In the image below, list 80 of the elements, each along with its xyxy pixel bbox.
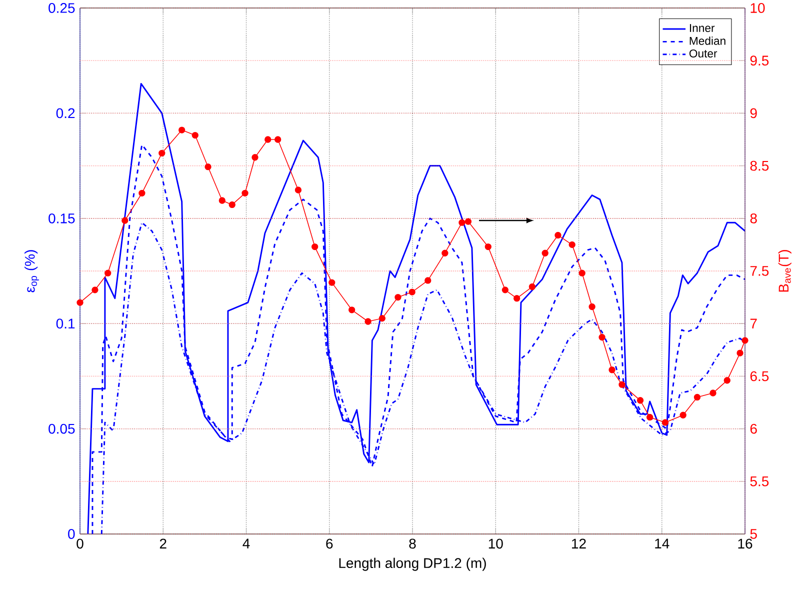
point [458,219,466,226]
point [588,303,596,310]
point [578,270,586,276]
point [364,318,372,325]
point [204,164,212,170]
point [274,136,282,143]
x-tick-label: 10 [488,538,503,549]
y2-axis-title: B$_{ave}$(T) [778,250,792,292]
point [710,390,716,396]
point [192,132,198,139]
x-tick-label: 2 [160,538,166,548]
point [394,294,402,301]
point [252,154,258,161]
x-tick-label: 12 [572,538,586,548]
y-tick-label: 0.2 [56,108,75,118]
point [502,286,509,294]
point [554,232,562,239]
y2-tick-label: 5.5 [750,476,769,486]
y-tick-label: 0 [68,529,75,539]
point [228,201,236,208]
x-axis-title: Length along DP1.2 (m) [339,558,486,571]
y2-tick-label: 7.5 [750,266,769,276]
point [742,337,748,344]
point [348,306,356,314]
point [76,299,84,306]
y-tick-label: 0.15 [48,213,75,224]
point [662,419,669,426]
point [264,136,272,143]
point [542,250,548,256]
point [312,243,318,250]
y2-tick-label: 6 [750,424,757,434]
y2-tick-label: 9 [750,108,757,118]
point [218,197,226,204]
point [608,366,616,374]
point [618,381,626,388]
y-tick-label: 0.05 [48,424,75,434]
point [724,377,730,384]
point [513,295,520,302]
y2-tick-label: 5 [750,529,757,539]
point [408,288,416,296]
point [138,190,146,196]
point [484,243,492,250]
point [122,217,128,224]
y2-tick-label: 6.5 [750,371,769,382]
legend-label: Median [690,36,726,45]
point [736,350,744,356]
point [328,279,336,286]
point [424,277,432,284]
y2-tick-label: 10 [750,3,765,13]
point [598,334,606,341]
point [680,412,686,418]
x-tick-label: 4 [242,538,250,548]
point [158,150,166,156]
x-tick-label: 14 [655,538,670,548]
y2-tick-label: 7 [750,318,757,328]
legend-label: Inner [690,24,715,32]
y-tick-label: 0.1 [56,318,75,329]
y2-tick-label: 8 [750,213,757,224]
point [92,286,98,294]
legend-label: Outer [689,49,718,58]
y-tick-label: 0.25 [48,3,75,13]
point [104,270,112,276]
point [178,126,186,134]
point [294,186,302,194]
x-tick-label: 8 [409,538,416,549]
y2-tick-label: 8.5 [750,160,769,171]
point [464,218,472,225]
point [636,397,644,404]
point [568,241,576,248]
point [694,394,701,401]
point [242,190,248,196]
point [442,250,448,256]
point [528,283,536,290]
point [378,314,386,322]
point [646,414,654,421]
y-axis-title: ε$_{op}$ (%) [24,250,39,292]
x-tick-label: 0 [76,538,84,549]
x-tick-label: 16 [738,538,752,549]
x-tick-label: 6 [326,538,333,549]
y2-tick-label: 9.5 [750,56,769,66]
